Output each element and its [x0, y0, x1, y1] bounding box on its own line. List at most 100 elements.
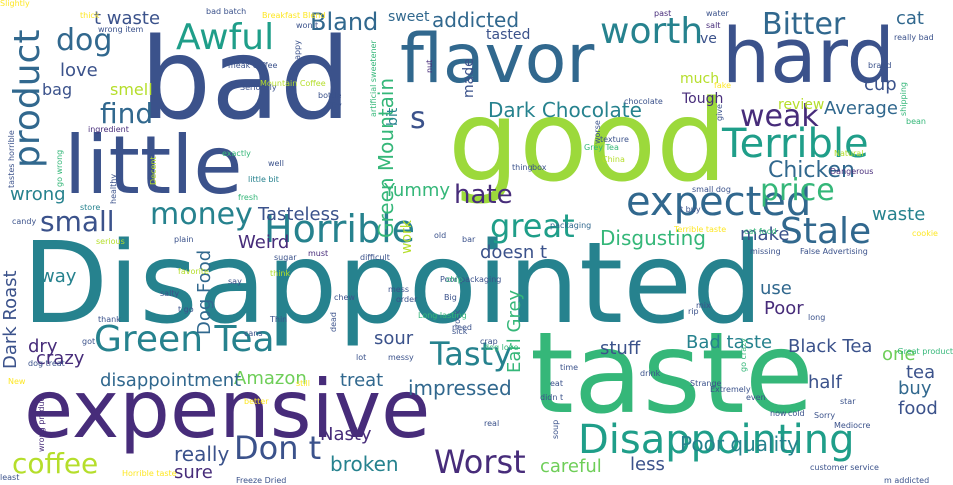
cloud-word: made: [461, 58, 477, 98]
cloud-word: candy: [12, 217, 37, 226]
cloud-word: drink: [640, 369, 661, 378]
cloud-word: s: [410, 101, 426, 136]
cloud-word: Nasty: [320, 424, 372, 445]
cloud-word: meak coffee: [228, 61, 278, 70]
cloud-word: Amazon: [234, 368, 307, 389]
cloud-word: bar: [462, 235, 476, 244]
cloud-word: Breakfast Blend: [262, 11, 326, 20]
cloud-word: crazy: [36, 348, 85, 369]
cloud-word: thing: [512, 163, 533, 172]
cloud-word: sweet: [388, 9, 430, 25]
cloud-word: messy: [388, 353, 414, 362]
cloud-word: cat: [896, 8, 924, 29]
cloud-word: won t: [296, 21, 319, 30]
cloud-word: order: [396, 295, 418, 304]
cloud-word: expensive: [24, 363, 431, 456]
cloud-word: dog treat: [28, 359, 65, 368]
cloud-word: treat: [340, 370, 384, 391]
cloud-word: chew: [334, 293, 355, 302]
cloud-word: go wrong: [55, 149, 64, 187]
cloud-word: Decent: [149, 156, 158, 185]
cloud-word: waste: [872, 204, 926, 225]
cloud-word: careful: [540, 456, 602, 477]
cloud-word: box: [532, 163, 547, 172]
cloud-word: well: [268, 159, 284, 168]
cloud-word: Grey Tea: [584, 143, 619, 152]
cloud-word: Horrible: [264, 207, 416, 251]
cloud-word: sour: [374, 328, 414, 349]
cloud-word: weak: [740, 99, 819, 134]
cloud-word: flavor: [400, 20, 595, 99]
cloud-word: Thin: [270, 315, 288, 324]
cloud-word: store: [80, 203, 101, 212]
cloud-word: small: [40, 205, 115, 238]
cloud-word: Yummy: [384, 180, 451, 201]
cloud-word: Tasteless: [258, 204, 340, 225]
cloud-word: Poor quality: [680, 432, 799, 456]
cloud-word: cans: [244, 329, 263, 338]
cloud-word: even: [746, 393, 766, 402]
cloud-word: Bitter: [762, 7, 846, 42]
cloud-word: fresh: [238, 193, 259, 202]
cloud-word: Don t: [234, 429, 322, 467]
cloud-word: sick: [452, 327, 468, 336]
cloud-word: cat food: [744, 227, 777, 236]
cloud-word: hard: [722, 11, 895, 100]
cloud-word: least: [0, 473, 20, 482]
cloud-word: salt: [706, 21, 721, 30]
cloud-word: money: [150, 197, 253, 232]
cloud-word: packaging: [550, 221, 592, 230]
cloud-word: Terrible taste: [674, 225, 727, 234]
cloud-word: dead: [329, 312, 338, 332]
cloud-word: chip: [446, 275, 463, 284]
cloud-word: thick: [80, 11, 100, 20]
cloud-word: mess: [388, 285, 410, 294]
cloud-word: Chicken: [768, 158, 855, 183]
cloud-word: much: [680, 71, 720, 87]
cloud-word: fake: [714, 81, 731, 90]
cloud-word: great: [490, 207, 575, 245]
cloud-word: give: [715, 104, 724, 121]
cloud-word: one: [882, 344, 916, 365]
cloud-word: Green Tea: [94, 319, 275, 360]
cloud-word: tea: [906, 362, 936, 383]
cloud-word: Long lasting: [418, 311, 467, 320]
cloud-word: eat: [550, 379, 563, 388]
cloud-word: Black Tea: [788, 336, 873, 357]
cloud-word: doesn t: [480, 242, 548, 263]
cloud-word: way: [40, 266, 77, 287]
cloud-word: water: [706, 9, 729, 18]
cloud-word: Sorry: [814, 411, 836, 420]
cloud-word: thank: [98, 315, 121, 324]
cloud-word: dog love: [484, 343, 519, 352]
cloud-word: Mountain Coffee: [260, 79, 326, 88]
cloud-word: coffee: [12, 447, 99, 480]
cloud-word: Worst: [434, 443, 526, 481]
cloud-word: Disgusting: [600, 226, 706, 250]
cloud-word: hate: [454, 180, 513, 210]
cloud-word: little bit: [248, 175, 279, 184]
cloud-word: buy: [898, 378, 932, 399]
cloud-word: got: [82, 337, 96, 346]
cloud-word: shipping: [899, 82, 908, 116]
cloud-word: t waste: [94, 8, 161, 29]
cloud-word: little: [64, 119, 243, 212]
cloud-word: Big: [444, 293, 457, 302]
cloud-word: ve: [700, 31, 717, 47]
cloud-word: bag: [42, 80, 73, 99]
cloud-word: long: [808, 313, 826, 322]
cloud-word: real: [484, 419, 500, 428]
cloud-word: bit: [385, 107, 401, 126]
cloud-word: New: [8, 377, 26, 386]
cloud-word: favorite: [178, 267, 209, 276]
cloud-word: still: [296, 379, 310, 388]
cloud-word: now: [770, 409, 787, 418]
cloud-word: Try: [330, 101, 342, 110]
cloud-word: nut: [425, 59, 434, 73]
cloud-word: Green Mountain: [374, 77, 398, 238]
cloud-word: Seriously: [240, 83, 277, 92]
cloud-word: Bland: [310, 8, 379, 36]
cloud-word: wrong item: [98, 25, 144, 34]
cloud-word: sure: [174, 462, 213, 483]
